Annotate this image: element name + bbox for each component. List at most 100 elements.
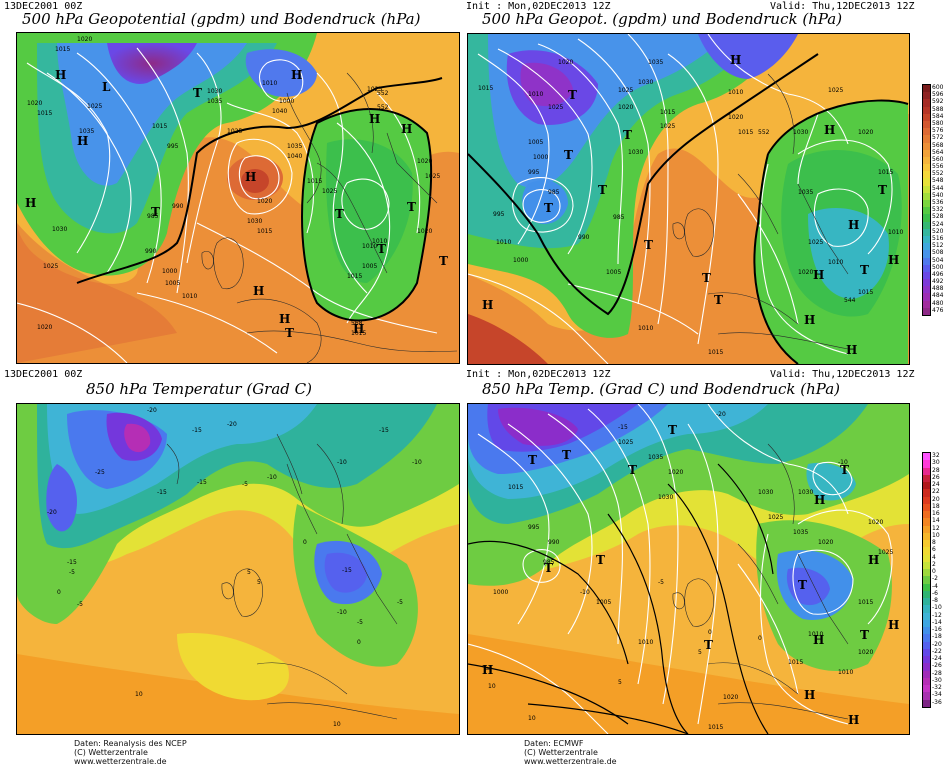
svg-text:T: T <box>702 271 711 285</box>
geopotential-scale-tick: 564 <box>932 148 944 156</box>
temperature-scale-swatch <box>923 634 930 642</box>
svg-text:1035: 1035 <box>793 529 808 536</box>
svg-text:1025: 1025 <box>322 188 337 195</box>
svg-text:5: 5 <box>247 569 251 576</box>
temperature-scale-swatch <box>923 576 930 584</box>
svg-text:1010: 1010 <box>638 325 653 332</box>
svg-text:1020: 1020 <box>728 114 743 121</box>
svg-text:T: T <box>193 86 202 100</box>
svg-text:1025: 1025 <box>43 263 58 270</box>
temperature-scale-tick: -12 <box>932 611 942 619</box>
svg-text:1015: 1015 <box>508 484 523 491</box>
svg-text:1020: 1020 <box>27 100 42 107</box>
svg-text:985: 985 <box>147 213 159 220</box>
temperature-scale-tick: 10 <box>932 531 940 539</box>
svg-text:1035: 1035 <box>287 143 302 150</box>
temperature-scale-swatch <box>923 605 930 613</box>
svg-text:1020: 1020 <box>868 519 883 526</box>
svg-text:H: H <box>848 713 859 727</box>
svg-text:H: H <box>55 68 66 82</box>
svg-text:T: T <box>860 628 869 642</box>
temperature-scale-tick: 28 <box>932 466 940 474</box>
geopotential-scale-tick: 476 <box>932 306 944 314</box>
geopotential-scale-swatch <box>923 92 930 100</box>
svg-text:1010: 1010 <box>182 293 197 300</box>
temperature-scale-tick: -26 <box>932 662 942 670</box>
temperature-scale-swatch <box>923 540 930 548</box>
temperature-scale-tick: -18 <box>932 633 942 641</box>
svg-text:1025: 1025 <box>425 173 440 180</box>
svg-text:H: H <box>25 196 36 210</box>
footer-right-line2: (C) Wetterzentrale <box>524 748 598 757</box>
geopotential-scale-tick: 544 <box>932 184 944 192</box>
geopotential-scale-tick: 548 <box>932 177 944 185</box>
tr-map[interactable]: 1015 1010 1025 1020 1005 1000 995 985 99… <box>467 33 910 365</box>
svg-text:-10: -10 <box>838 459 848 466</box>
geopotential-scale-tick: 580 <box>932 119 944 127</box>
geopotential-scale-swatch <box>923 257 930 265</box>
svg-text:1030: 1030 <box>628 149 643 156</box>
svg-text:H: H <box>482 663 493 677</box>
svg-text:1035: 1035 <box>648 59 663 66</box>
svg-text:H: H <box>369 112 380 126</box>
svg-text:H: H <box>77 134 88 148</box>
svg-text:1030: 1030 <box>658 494 673 501</box>
geopotential-scale-swatch <box>923 200 930 208</box>
geopotential-scale-tick: 600 <box>932 84 944 91</box>
geopotential-scale-swatch <box>923 128 930 136</box>
svg-text:1010: 1010 <box>372 238 387 245</box>
svg-text:-15: -15 <box>197 479 207 486</box>
svg-text:1015: 1015 <box>351 330 366 337</box>
svg-text:0: 0 <box>758 635 762 642</box>
svg-text:T: T <box>644 238 653 252</box>
svg-text:0: 0 <box>357 639 361 646</box>
svg-text:T: T <box>878 183 887 197</box>
geopotential-scale-tick: 504 <box>932 256 944 264</box>
temperature-scale-tick: -4 <box>932 582 938 590</box>
svg-text:1015: 1015 <box>307 178 322 185</box>
svg-text:L: L <box>102 80 111 94</box>
geopotential-scale-tick: 520 <box>932 227 944 235</box>
svg-text:1005: 1005 <box>528 139 543 146</box>
svg-text:H: H <box>848 218 859 232</box>
temperature-scale-tick: 14 <box>932 517 940 525</box>
svg-text:1030: 1030 <box>247 218 262 225</box>
geopotential-scale-swatch <box>923 250 930 258</box>
svg-text:T: T <box>439 254 448 268</box>
temperature-scale-swatch <box>923 627 930 635</box>
temperature-scale-swatch <box>923 496 930 504</box>
tr-title: 500 hPa Geopot. (gpdm) und Bodendruck (h… <box>482 10 843 28</box>
br-title: 850 hPa Temp. (Grad C) und Bodendruck (h… <box>482 380 840 398</box>
temperature-scale <box>922 452 931 708</box>
geopotential-scale-swatch <box>923 207 930 215</box>
temperature-scale-tick: 4 <box>932 553 936 561</box>
tl-pressure-centers: H L H H T T H H T T T H T H H H T H <box>25 68 448 340</box>
svg-text:T: T <box>714 293 723 307</box>
temperature-scale-swatch <box>923 670 930 678</box>
tl-header-left: 13DEC2001 00Z <box>4 1 83 12</box>
footer-right-link[interactable]: www.wetterzentrale.de <box>524 757 617 766</box>
svg-text:1015: 1015 <box>257 228 272 235</box>
geopotential-scale-tick: 584 <box>932 112 944 120</box>
svg-text:H: H <box>730 53 741 67</box>
svg-text:H: H <box>868 553 879 567</box>
geopotential-scale-tick: 532 <box>932 206 944 214</box>
tr-isobars <box>468 34 893 364</box>
footer-left-link[interactable]: www.wetterzentrale.de <box>74 757 167 766</box>
temperature-scale-swatch <box>923 656 930 664</box>
geopotential-scale-swatch <box>923 286 930 294</box>
geopotential-scale-swatch <box>923 120 930 129</box>
svg-text:990: 990 <box>548 539 560 546</box>
temperature-scale-tick: 16 <box>932 510 940 518</box>
svg-text:H: H <box>253 284 264 298</box>
svg-text:1015: 1015 <box>858 599 873 606</box>
svg-text:1015: 1015 <box>738 129 753 136</box>
svg-text:H: H <box>888 253 899 267</box>
svg-text:1025: 1025 <box>367 86 382 93</box>
bl-map[interactable]: -20 -15 -25 -20 -15 -20 -15 -10 -5 -15 -… <box>16 403 460 735</box>
svg-text:995: 995 <box>167 143 179 150</box>
svg-text:-15: -15 <box>157 489 167 496</box>
svg-text:T: T <box>623 128 632 142</box>
tl-map[interactable]: 1015 1020 1015 1025 1035 1020 1025 1030 … <box>16 32 460 364</box>
br-map[interactable]: -20 -15 -10 1025 1035 1020 1030 1015 995… <box>467 403 910 735</box>
